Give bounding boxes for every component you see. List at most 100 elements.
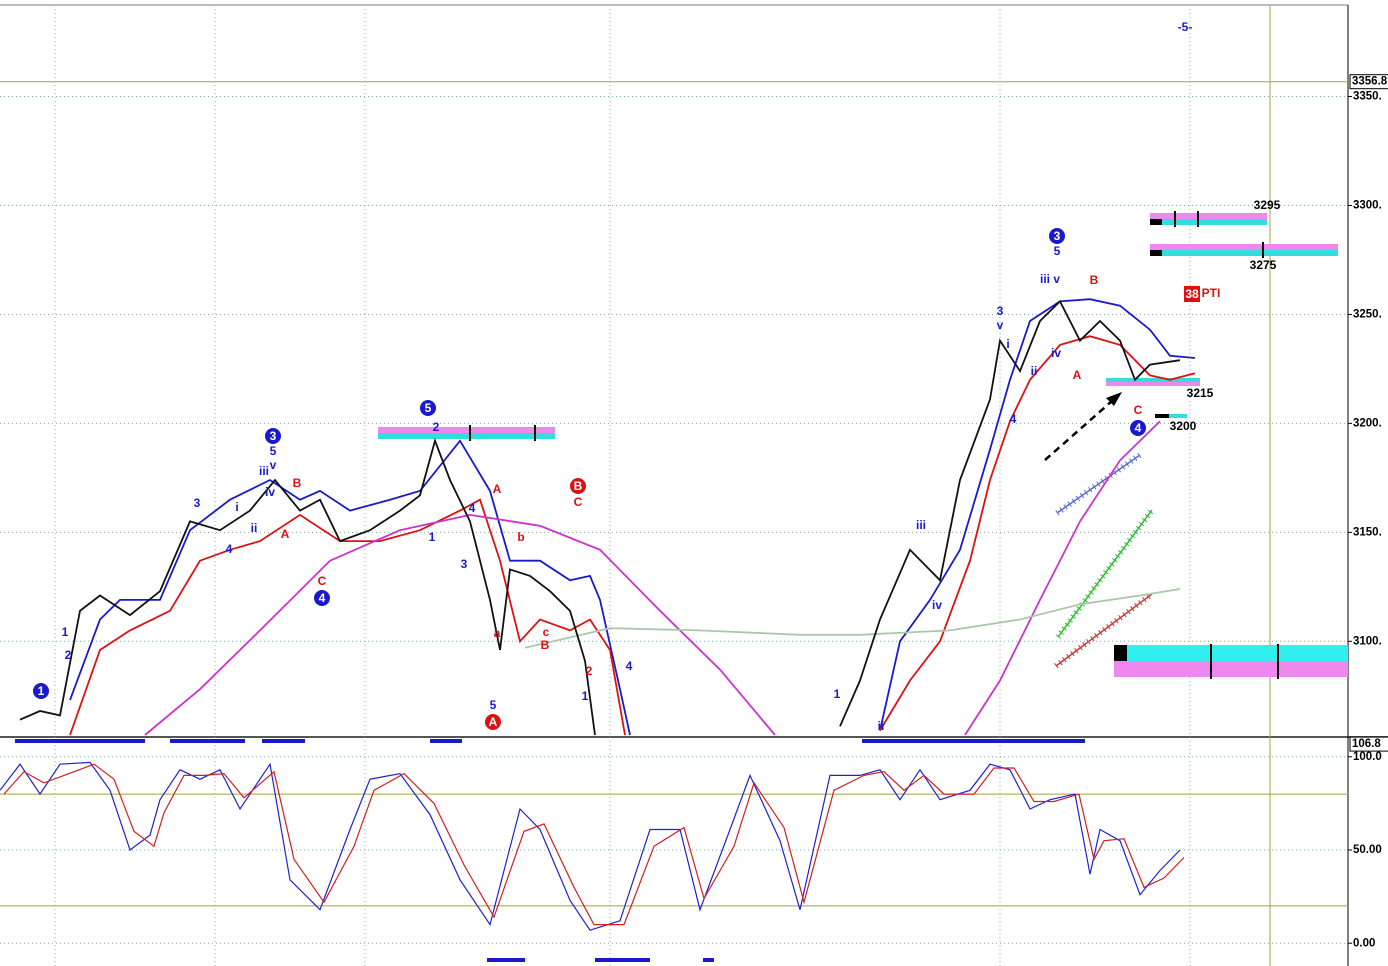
wave-label: B [1090,273,1099,287]
wave-label: 1 [429,530,436,544]
badge-label: 38 [1185,287,1199,301]
wave-label: 4 [226,542,233,556]
wave-label: iv [932,598,942,612]
zone-block [1155,414,1169,418]
wave-label: 3 [1054,229,1061,243]
zone-tick [469,425,471,441]
wave-label: iii [259,464,269,478]
last-value-tag [1349,736,1388,752]
arrow [1044,400,1113,461]
y-tick-label: 3300. [1353,200,1382,212]
zone-tick [1210,644,1212,679]
zone-block [1150,219,1162,225]
wave-label: 4 [319,591,326,605]
wave-label: 3275 [1250,258,1277,272]
wave-label: 3200 [1170,419,1197,433]
series-line [19,299,1181,736]
zone [1150,244,1338,250]
wave-label: 5 [270,444,277,458]
signal-bar [487,958,525,962]
wave-label: 5 [490,698,497,712]
wave-label: b [517,530,524,544]
wave-label: 4 [469,501,476,515]
wave-label: 3 [997,304,1004,318]
y-tick-label: 3200. [1353,417,1382,429]
wave-label: iii v [1040,272,1060,286]
signal-bars [15,739,1085,962]
y-tick-label: 3150. [1353,526,1382,538]
wave-label: 2 [65,648,72,662]
last-value-tag [1349,74,1388,90]
signal-bar [15,739,145,743]
wave-label: c [543,625,550,639]
wave-label: PTI [1202,286,1221,300]
signal-bar [595,958,650,962]
wave-label: C [574,495,583,509]
zone [1106,382,1200,386]
zone [1114,645,1348,661]
wave-label: C [318,574,327,588]
wave-label: 1 [62,625,69,639]
zone [1150,250,1338,256]
signal-bar [703,958,714,962]
signal-bar [862,739,1085,743]
wave-badge [570,478,586,494]
y-tick-label: 100.0 [1353,751,1382,763]
wave-badge [485,714,501,730]
badge [1184,286,1200,302]
wave-label: A [281,527,290,541]
trend-lines [1044,392,1155,669]
y-tick-label: 50.00 [1353,844,1382,856]
wave-label: ii [878,719,885,733]
wave-label: A [493,482,502,496]
wave-badge [33,683,49,699]
wave-label: B [541,638,550,652]
last-value-label: 106.8 [1352,738,1381,750]
wave-label: 3295 [1254,198,1281,212]
wave-label: i [1006,337,1009,351]
series-line [69,298,1196,736]
wave-label: 5 [1054,244,1061,258]
trend-line [1054,591,1154,669]
wave-label: 4 [1010,412,1017,426]
zone-tick [1262,242,1264,258]
zone [1150,219,1267,225]
zone [1169,414,1187,418]
y-tick-label: 3250. [1353,308,1382,320]
zone-tick [1174,211,1176,227]
zone-tick [1197,211,1199,227]
y-tick-label: 3100. [1353,635,1382,647]
series-line [0,761,1181,931]
y-tick-label: 0.00 [1353,937,1375,949]
wave-label: 1 [834,687,841,701]
wave-badge [314,590,330,606]
vertical-grid [54,5,1191,966]
series-line [524,588,1181,649]
wave-label: 3 [270,429,277,443]
zone [1150,213,1267,219]
wave-label: 2 [433,420,440,434]
wave-label: B [574,479,583,493]
zone [378,433,555,439]
wave-label: C [1134,403,1143,417]
zone-block [1114,645,1127,661]
wave-label: 1 [582,689,589,703]
wave-label: 5 [425,401,432,415]
series-line [69,335,1196,736]
wave-label: i [235,500,238,514]
layout [0,4,1388,966]
zone [1106,378,1200,382]
wave-label: 1 [38,684,45,698]
zone [1114,661,1348,677]
wave-label: v [997,318,1004,332]
zone-tick [534,425,536,441]
wave-label: 4 [1135,421,1142,435]
signal-bar [430,739,462,743]
wave-label: iv [1051,346,1061,360]
wave-label: 4 [626,659,633,673]
wave-label: iii [916,518,926,532]
y-tick-label: 3350. [1353,91,1382,103]
wave-badge [265,428,281,444]
